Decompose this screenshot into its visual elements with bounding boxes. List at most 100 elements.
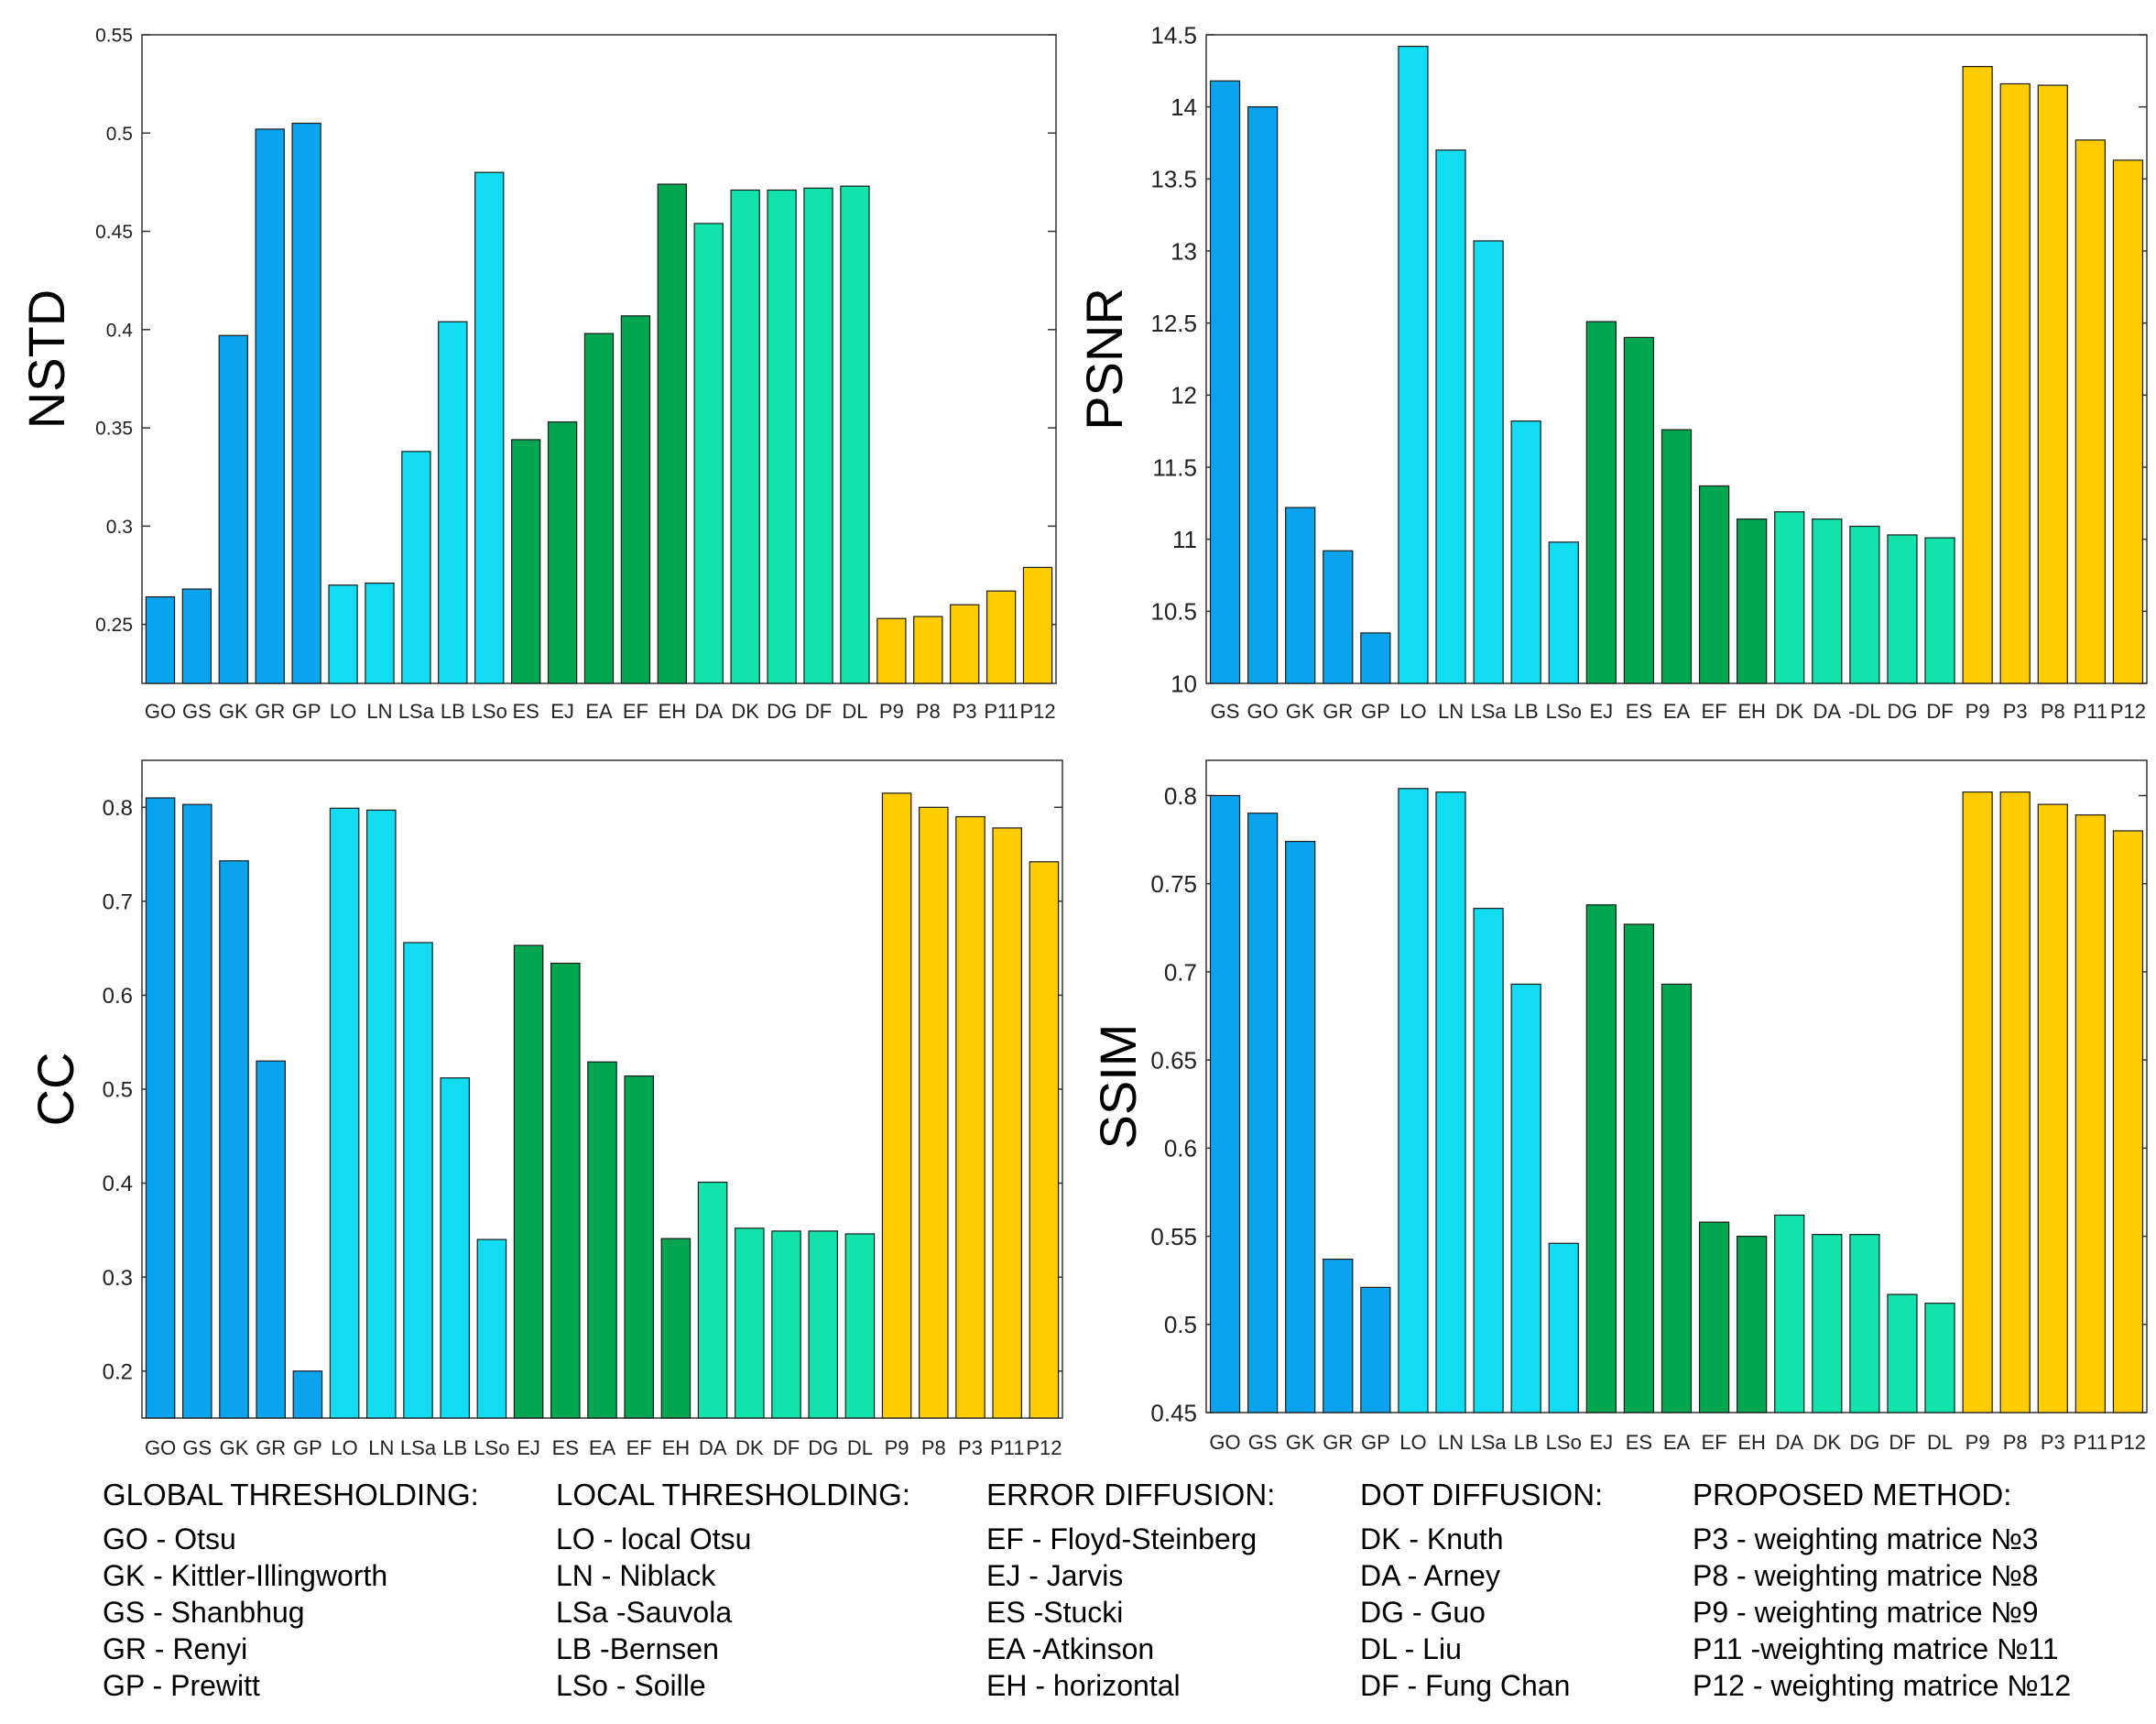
nstd-bar-es xyxy=(510,439,541,684)
nstd-bar-p8 xyxy=(913,616,943,684)
psnr-bar-lso xyxy=(1548,541,1579,684)
psnr-bar-p9 xyxy=(1962,66,1993,684)
ssim-xtick-label: DL xyxy=(1927,1431,1953,1454)
legend-dot-item: DL - Liu xyxy=(1360,1632,1462,1665)
ssim-bar-lso xyxy=(1548,1242,1579,1413)
legend-error-item: EH - horizontal xyxy=(986,1669,1181,1702)
cc-ytick-label: 0.8 xyxy=(103,796,133,821)
cc-bar-dk xyxy=(735,1228,765,1419)
psnr-bar-gp xyxy=(1360,632,1391,684)
cc-xtick-label: GK xyxy=(220,1436,249,1459)
cc-bar-es xyxy=(550,962,581,1419)
ssim-xtick-label: LN xyxy=(1438,1431,1464,1454)
psnr-ytick-label: 14 xyxy=(1171,93,1197,121)
psnr-bar-es xyxy=(1623,336,1655,684)
nstd-bar-p9 xyxy=(877,617,907,684)
cc-bar-gk xyxy=(219,860,249,1419)
cc-bar-da xyxy=(697,1181,728,1419)
ssim-ytick-label: 0.55 xyxy=(1150,1223,1197,1250)
legend-proposed-item: P8 - weighting matrice №8 xyxy=(1693,1559,2039,1592)
legend-dot-item: DF - Fung Chan xyxy=(1360,1669,1571,1702)
legend-local-item: LB -Bernsen xyxy=(556,1632,719,1665)
legend-local-item: LSa -Sauvola xyxy=(556,1596,733,1629)
legend-local: LOCAL THRESHOLDING: LO - local Otsu LN -… xyxy=(556,1477,910,1704)
cc-bar-gp xyxy=(292,1370,323,1419)
legend-local-item: LO - local Otsu xyxy=(556,1522,752,1555)
legend-global: GLOBAL THRESHOLDING: GO - Otsu GK - Kitt… xyxy=(103,1477,479,1704)
nstd-bar-ln xyxy=(365,582,395,684)
cc-bar-lb xyxy=(440,1077,470,1419)
ssim-xtick-label: DA xyxy=(1775,1431,1803,1454)
nstd-bar-lb xyxy=(438,321,468,684)
nstd-xtick-label: EA xyxy=(585,700,613,723)
psnr-ytick-label: 12.5 xyxy=(1150,310,1197,337)
nstd-bar-ef xyxy=(620,315,651,684)
ssim-xtick-label: EJ xyxy=(1589,1431,1613,1454)
cc-bar-go xyxy=(145,797,176,1419)
cc-xtick-label: LSo xyxy=(474,1436,509,1459)
nstd-bar-p11 xyxy=(985,590,1017,684)
ssim-bar-lo xyxy=(1398,788,1429,1413)
nstd-xtick-label: GR xyxy=(255,700,285,723)
psnr-xtick-label: DK xyxy=(1775,700,1803,723)
psnr-xtick-label: P11 xyxy=(2074,700,2108,723)
cc-bar-p12 xyxy=(1029,861,1060,1419)
ssim-bar-eh xyxy=(1737,1235,1768,1413)
psnr-bar-go xyxy=(1247,106,1279,684)
psnr-bar-gs xyxy=(1209,80,1241,684)
legend-error-heading: ERROR DIFFUSION: xyxy=(986,1478,1276,1511)
cc-xtick-label: LB xyxy=(442,1436,467,1459)
ssim-bar-lsa xyxy=(1473,908,1504,1413)
nstd-xtick-label: P8 xyxy=(916,700,941,723)
psnr-xtick-label: LN xyxy=(1438,700,1464,723)
ssim-xtick-label: DG xyxy=(1849,1431,1879,1454)
psnr-xtick-label: EH xyxy=(1737,700,1766,723)
psnr-xtick-label: -DL xyxy=(1848,700,1880,723)
ssim-xtick-label: P3 xyxy=(2041,1431,2065,1454)
psnr-xtick-label: GS xyxy=(1211,700,1240,723)
nstd-bar-dk xyxy=(730,189,760,684)
cc-xtick-label: P9 xyxy=(885,1436,909,1459)
ssim-bar-es xyxy=(1623,923,1655,1413)
cc-xtick-label: DL xyxy=(847,1436,873,1459)
ssim-xtick-label: EA xyxy=(1663,1431,1691,1454)
nstd-xtick-label: DA xyxy=(694,700,723,723)
ssim-xtick-label: LB xyxy=(1514,1431,1539,1454)
psnr-ytick-label: 13.5 xyxy=(1150,166,1197,193)
psnr-bar-gr xyxy=(1323,550,1354,684)
ssim-bar-dg xyxy=(1849,1234,1880,1413)
ssim-xtick-label: GO xyxy=(1209,1431,1240,1454)
ssim-bar-lb xyxy=(1510,983,1541,1413)
cc-ylabel: CC xyxy=(27,1053,84,1127)
nstd-ytick-label: 0.45 xyxy=(95,222,133,243)
nstd-bar-p12 xyxy=(1022,566,1053,684)
cc-ytick-label: 0.5 xyxy=(103,1078,133,1103)
nstd-xtick-label: LSo xyxy=(472,700,507,723)
nstd-xtick-label: P12 xyxy=(1019,700,1055,723)
nstd-bar-gk xyxy=(218,334,248,684)
ssim-xtick-label: DK xyxy=(1813,1431,1842,1454)
cc-bar-ln xyxy=(366,809,397,1419)
cc-ytick-label: 0.2 xyxy=(103,1359,133,1384)
ssim-xtick-label: P12 xyxy=(2110,1431,2146,1454)
ssim-bar-df xyxy=(1887,1293,1918,1413)
psnr-xtick-label: LB xyxy=(1514,700,1539,723)
cc-ytick-label: 0.4 xyxy=(103,1172,133,1196)
cc-xtick-label: GP xyxy=(293,1436,322,1459)
nstd-xtick-label: LB xyxy=(441,700,465,723)
ssim-ytick-label: 0.75 xyxy=(1150,870,1197,898)
ssim-xtick-label: GK xyxy=(1286,1431,1315,1454)
ssim-ytick-label: 0.7 xyxy=(1164,958,1197,986)
legend-error-item: EJ - Jarvis xyxy=(986,1559,1124,1592)
cc-xtick-label: ES xyxy=(552,1436,579,1459)
cc-bar-gr xyxy=(256,1060,286,1419)
psnr-xtick-label: ES xyxy=(1626,700,1652,723)
legend-proposed-item: P11 -weighting matrice №11 xyxy=(1693,1632,2059,1665)
ssim-ytick-label: 0.5 xyxy=(1164,1311,1197,1338)
ssim-xtick-label: LO xyxy=(1399,1431,1426,1454)
cc-ytick-label: 0.7 xyxy=(103,889,133,914)
nstd-ytick-label: 0.25 xyxy=(95,615,133,636)
nstd-ytick-label: 0.55 xyxy=(95,26,133,47)
cc-xtick-label: EF xyxy=(626,1436,652,1459)
nstd-xtick-label: LN xyxy=(366,700,392,723)
